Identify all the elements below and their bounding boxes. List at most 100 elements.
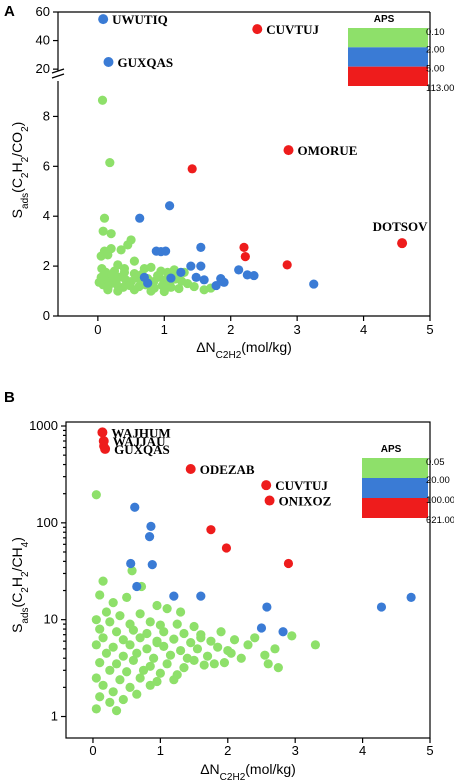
x-tick-label: 5 — [426, 743, 433, 758]
data-point-blue — [144, 532, 155, 542]
annotated-point — [283, 145, 294, 156]
data-point-green — [132, 689, 142, 699]
y-tick-label: 20 — [36, 61, 50, 76]
data-point-green — [236, 653, 246, 663]
legend-label: 0.10 — [426, 27, 445, 38]
data-point-blue — [376, 602, 387, 612]
data-point-blue — [143, 278, 153, 288]
annotated-point — [397, 238, 408, 249]
data-point-green — [98, 576, 108, 586]
data-point-green — [149, 653, 159, 663]
data-point-green — [111, 627, 122, 637]
axis-break-mark — [51, 73, 65, 79]
data-point-green — [152, 637, 162, 648]
data-point-green — [162, 604, 172, 614]
data-point-green — [146, 262, 156, 272]
data-point-green — [91, 615, 101, 625]
data-point-green — [125, 640, 135, 650]
data-point-green — [142, 628, 152, 639]
data-point-green — [101, 648, 112, 658]
plot-frame — [65, 421, 431, 739]
data-point-green — [250, 633, 260, 643]
point-annotation: GUXQAS — [114, 442, 170, 457]
data-point-green — [145, 680, 155, 690]
data-point-green — [202, 651, 213, 661]
y-tick-label: 2 — [43, 258, 50, 273]
data-point-green — [108, 642, 118, 652]
x-tick-label: 2 — [224, 743, 231, 758]
point-annotation: WAJHUM — [111, 425, 170, 440]
y-tick-label: 40 — [36, 33, 50, 48]
data-point-green — [128, 655, 139, 665]
data-point-green — [95, 624, 105, 634]
data-point-blue — [186, 261, 196, 271]
data-point-green — [166, 282, 176, 292]
data-point-green — [128, 625, 139, 635]
data-point-green — [122, 667, 132, 677]
legend-swatch — [348, 66, 428, 86]
data-point-blue — [199, 275, 209, 285]
data-point-blue — [176, 267, 186, 277]
data-point-blue — [406, 592, 416, 602]
y-axis-title: Sads(C2H2/CH4) — [9, 537, 31, 633]
data-point-green — [172, 619, 182, 629]
data-point-green — [260, 650, 270, 660]
data-point-green — [111, 706, 122, 716]
data-point-green — [103, 250, 113, 260]
data-point-green — [152, 600, 162, 611]
data-point-blue — [165, 201, 175, 211]
data-point-green — [103, 285, 113, 295]
annotated-point — [252, 24, 263, 35]
data-point-green — [226, 648, 236, 658]
legend-swatch — [348, 28, 428, 48]
annotated-point — [98, 436, 109, 447]
data-point-blue — [196, 242, 206, 252]
data-point-green — [95, 658, 105, 668]
y-tick-label: 10 — [44, 612, 58, 627]
x-axis-title: ΔNC2H2(mol/kg) — [196, 339, 292, 361]
data-point-blue — [234, 265, 244, 275]
axis-break-mark — [51, 68, 65, 74]
point-annotation: OMORUE — [298, 143, 358, 158]
data-point-red — [206, 525, 216, 535]
data-point-green — [145, 617, 155, 627]
legend-swatch — [362, 478, 428, 498]
x-tick-label: 3 — [292, 743, 299, 758]
panel-a: A 0 1 2 3 4 5 0 2 4 6 8 20 40 60 ΔNC2H2(mol/kg) Sads(C2H… — [4, 3, 454, 361]
data-point-green — [91, 673, 101, 683]
data-point-green — [105, 697, 115, 707]
data-point-green — [122, 592, 132, 602]
data-point-green — [206, 636, 216, 646]
data-point-green — [113, 286, 123, 296]
data-point-green — [119, 264, 130, 274]
data-point-blue — [161, 246, 171, 256]
data-point-green — [310, 640, 321, 650]
annotated-point — [261, 480, 272, 491]
data-point-green — [118, 651, 128, 661]
legend-label: 5.00 — [426, 64, 445, 75]
y-tick-label: 0 — [43, 308, 50, 323]
data-point-blue — [132, 581, 142, 592]
data-point-green — [192, 644, 203, 654]
x-tick-label: 0 — [94, 322, 101, 337]
data-point-red — [283, 558, 294, 569]
data-point-green — [108, 687, 118, 697]
data-point-green — [196, 633, 206, 643]
data-point-green — [169, 634, 179, 644]
data-point-green — [159, 286, 169, 297]
y-tick-label: 4 — [43, 208, 50, 223]
data-point-green — [213, 642, 223, 652]
data-point-blue — [262, 602, 272, 612]
data-point-green — [189, 281, 199, 292]
data-point-green — [98, 633, 108, 643]
data-point-red — [282, 260, 292, 270]
legend-swatch — [362, 498, 428, 518]
data-point-blue — [169, 591, 179, 601]
legend-label: 621.00 — [426, 515, 454, 526]
data-point-green — [115, 611, 125, 621]
data-point-green — [115, 675, 125, 685]
data-point-green — [229, 635, 240, 645]
data-point-green — [105, 157, 115, 168]
legend-label: 100.00 — [426, 495, 454, 506]
y-tick-label: 100 — [36, 515, 58, 530]
